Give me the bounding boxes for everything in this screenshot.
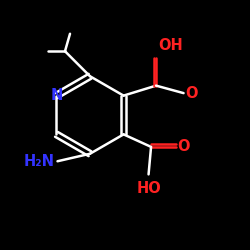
Text: OH: OH (158, 38, 183, 53)
Text: HO: HO (136, 180, 161, 196)
Text: O: O (177, 139, 190, 154)
Text: O: O (185, 86, 197, 100)
Text: N: N (50, 88, 63, 103)
Text: H₂N: H₂N (24, 154, 55, 169)
